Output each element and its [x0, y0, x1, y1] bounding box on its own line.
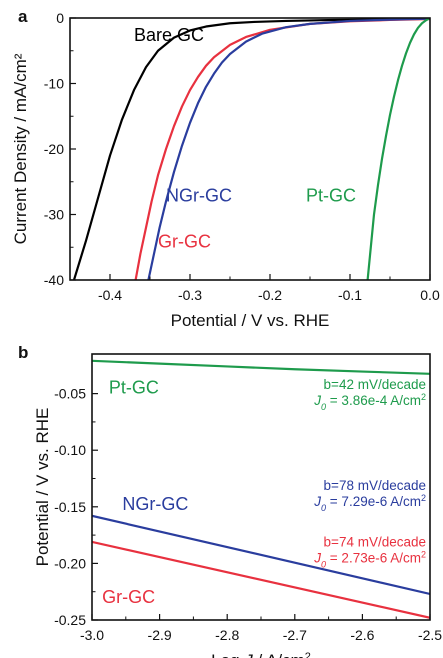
panel-b-series-ngr-gc-line: [92, 514, 430, 596]
panel-b-y-axis-title: Potential / V vs. RHE: [33, 408, 52, 567]
panel-a-series-ngr-gc-line: [147, 18, 430, 280]
panel-b-j0-annotation: J0 = 3.86e-4 A/cm2: [313, 392, 426, 412]
panel-b-x-tick-label: -2.7: [283, 627, 307, 643]
panel-a-y-tick-label: -10: [44, 76, 64, 92]
panel-a-y-axis-title: Current Density / mA/cm²: [11, 53, 30, 244]
panel-a-x-axis-title: Potential / V vs. RHE: [171, 311, 330, 330]
panel-a-y-tick-label: -20: [44, 141, 64, 157]
panel-b-y-tick-label: -0.10: [54, 442, 86, 458]
panel-b-x-tick-label: -2.6: [350, 627, 374, 643]
panel-a-label-bare-gc: Bare GC: [134, 25, 204, 45]
panel-a-x-tick-label: -0.4: [98, 287, 122, 303]
panel-a-x-tick-label: -0.3: [178, 287, 202, 303]
panel-b-series-gr-gc-line: [92, 540, 430, 619]
panel-b-slope-annotation: b=42 mV/decade: [324, 377, 426, 392]
panel-b-letter: b: [18, 343, 28, 362]
panel-a-label-gr-gc: Gr-GC: [158, 231, 211, 251]
panel-b-y-tick-label: -0.20: [54, 555, 86, 571]
panel-a-series-bare-gc-line: [72, 18, 430, 280]
panel-a-letter: a: [18, 7, 28, 26]
panel-b-j0-annotation: J0 = 2.73e-6 A/cm2: [313, 549, 426, 569]
panel-b-slope-annotation: b=78 mV/decade: [324, 478, 426, 493]
panel-b-x-tick-label: -2.8: [215, 627, 239, 643]
panel-a-series-pt-gc-line: [366, 18, 430, 280]
panel-b-label-pt-gc: Pt-GC: [109, 378, 159, 398]
panel-a-y-tick-label: -40: [44, 272, 64, 288]
panel-a-x-tick-label: 0.0: [420, 287, 440, 303]
panel-b-j0-annotation: J0 = 7.29e-6 A/cm2: [313, 493, 426, 513]
panel-a-x-tick-label: -0.2: [258, 287, 282, 303]
panel-a-x-tick-label: -0.1: [338, 287, 362, 303]
panel-a-chart: -0.4 -0.3 -0.2 -0.1 0.0 0 -10 -20 -30 -40 Potentia…: [11, 10, 440, 330]
panel-b-slope-annotation: b=74 mV/decade: [324, 534, 426, 549]
panel-b-x-tick-label: -3.0: [80, 627, 104, 643]
panel-a-label-ngr-gc: NGr-GC: [166, 185, 232, 205]
panel-b-y-tick-label: -0.15: [54, 499, 86, 515]
panel-b-label-ngr-gc: NGr-GC: [122, 494, 188, 514]
panel-b-label-gr-gc: Gr-GC: [102, 587, 155, 607]
panel-b-y-tick-label: -0.05: [54, 386, 86, 402]
panel-b-chart: -3.0 -2.9 -2.8 -2.7 -2.6 -2.5 -0.05 -0.10 -0.15 -…: [33, 353, 442, 658]
panel-a-plot-frame: [69, 17, 431, 281]
panel-a-y-tick-label: 0: [56, 10, 64, 26]
panel-a-label-pt-gc: Pt-GC: [306, 185, 356, 205]
panel-b-x-tick-label: -2.9: [148, 627, 172, 643]
panel-b-x-axis-title: Log J / A/cm2: [211, 651, 311, 658]
panel-b-y-tick-label: -0.25: [54, 612, 86, 628]
panel-b-series-pt-gc-line: [92, 359, 430, 375]
panel-b-x-tick-label: -2.5: [418, 627, 442, 643]
panel-a-y-tick-label: -30: [44, 207, 64, 223]
